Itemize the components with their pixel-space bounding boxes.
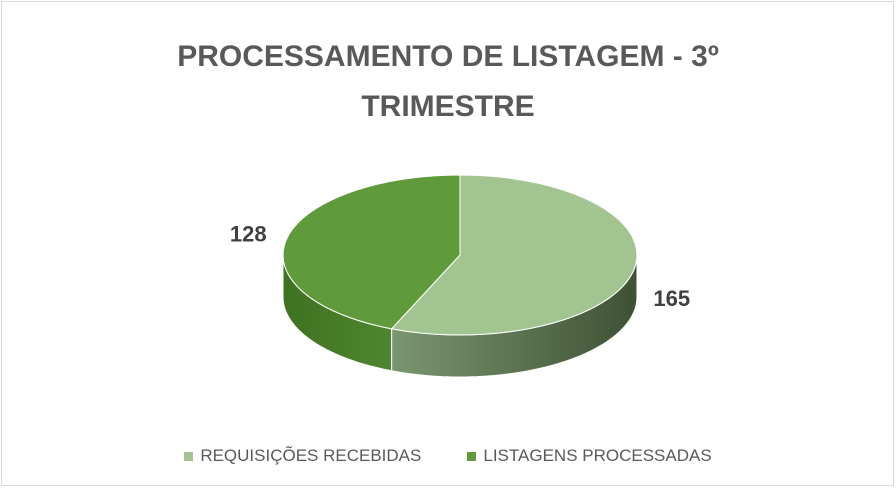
data-label: 165 bbox=[653, 286, 690, 311]
legend-swatch bbox=[467, 451, 477, 461]
legend-label: REQUISIÇÕES RECEBIDAS bbox=[200, 446, 422, 465]
data-label: 128 bbox=[230, 222, 267, 247]
legend-item: LISTAGENS PROCESSADAS bbox=[467, 446, 712, 466]
legend-label: LISTAGENS PROCESSADAS bbox=[483, 446, 712, 465]
legend-swatch bbox=[184, 451, 194, 461]
pie-slice bbox=[390, 174, 638, 336]
legend: REQUISIÇÕES RECEBIDAS LISTAGENS PROCESSAD… bbox=[0, 446, 896, 466]
pie-slice bbox=[282, 174, 461, 330]
chart-title: PROCESSAMENTO DE LISTAGEM - 3º TRIMESTRE bbox=[177, 40, 719, 123]
legend-item: REQUISIÇÕES RECEBIDAS bbox=[184, 446, 421, 466]
